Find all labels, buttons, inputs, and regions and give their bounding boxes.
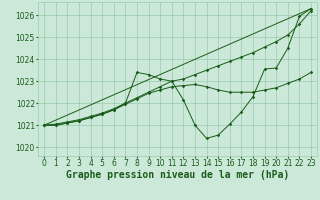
X-axis label: Graphe pression niveau de la mer (hPa): Graphe pression niveau de la mer (hPa) — [66, 170, 289, 180]
